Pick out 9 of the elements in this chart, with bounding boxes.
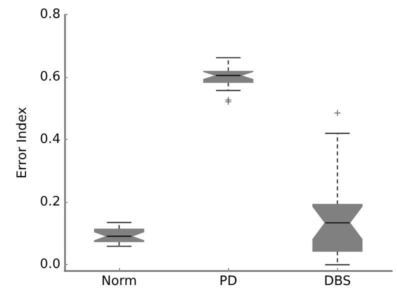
x-tick-label: Norm [101, 274, 137, 289]
y-tick-label: 0.6 [40, 70, 61, 85]
y-tick-label: 0.4 [40, 132, 61, 148]
y-axis-title: Error Index [15, 106, 30, 179]
x-tick-label: DBS [324, 274, 351, 289]
y-tick-label: 0.8 [40, 7, 61, 22]
x-tick-label: PD [219, 274, 238, 289]
y-tick-label: 0.0 [40, 257, 61, 272]
y-tick-label: 0.2 [40, 194, 61, 210]
